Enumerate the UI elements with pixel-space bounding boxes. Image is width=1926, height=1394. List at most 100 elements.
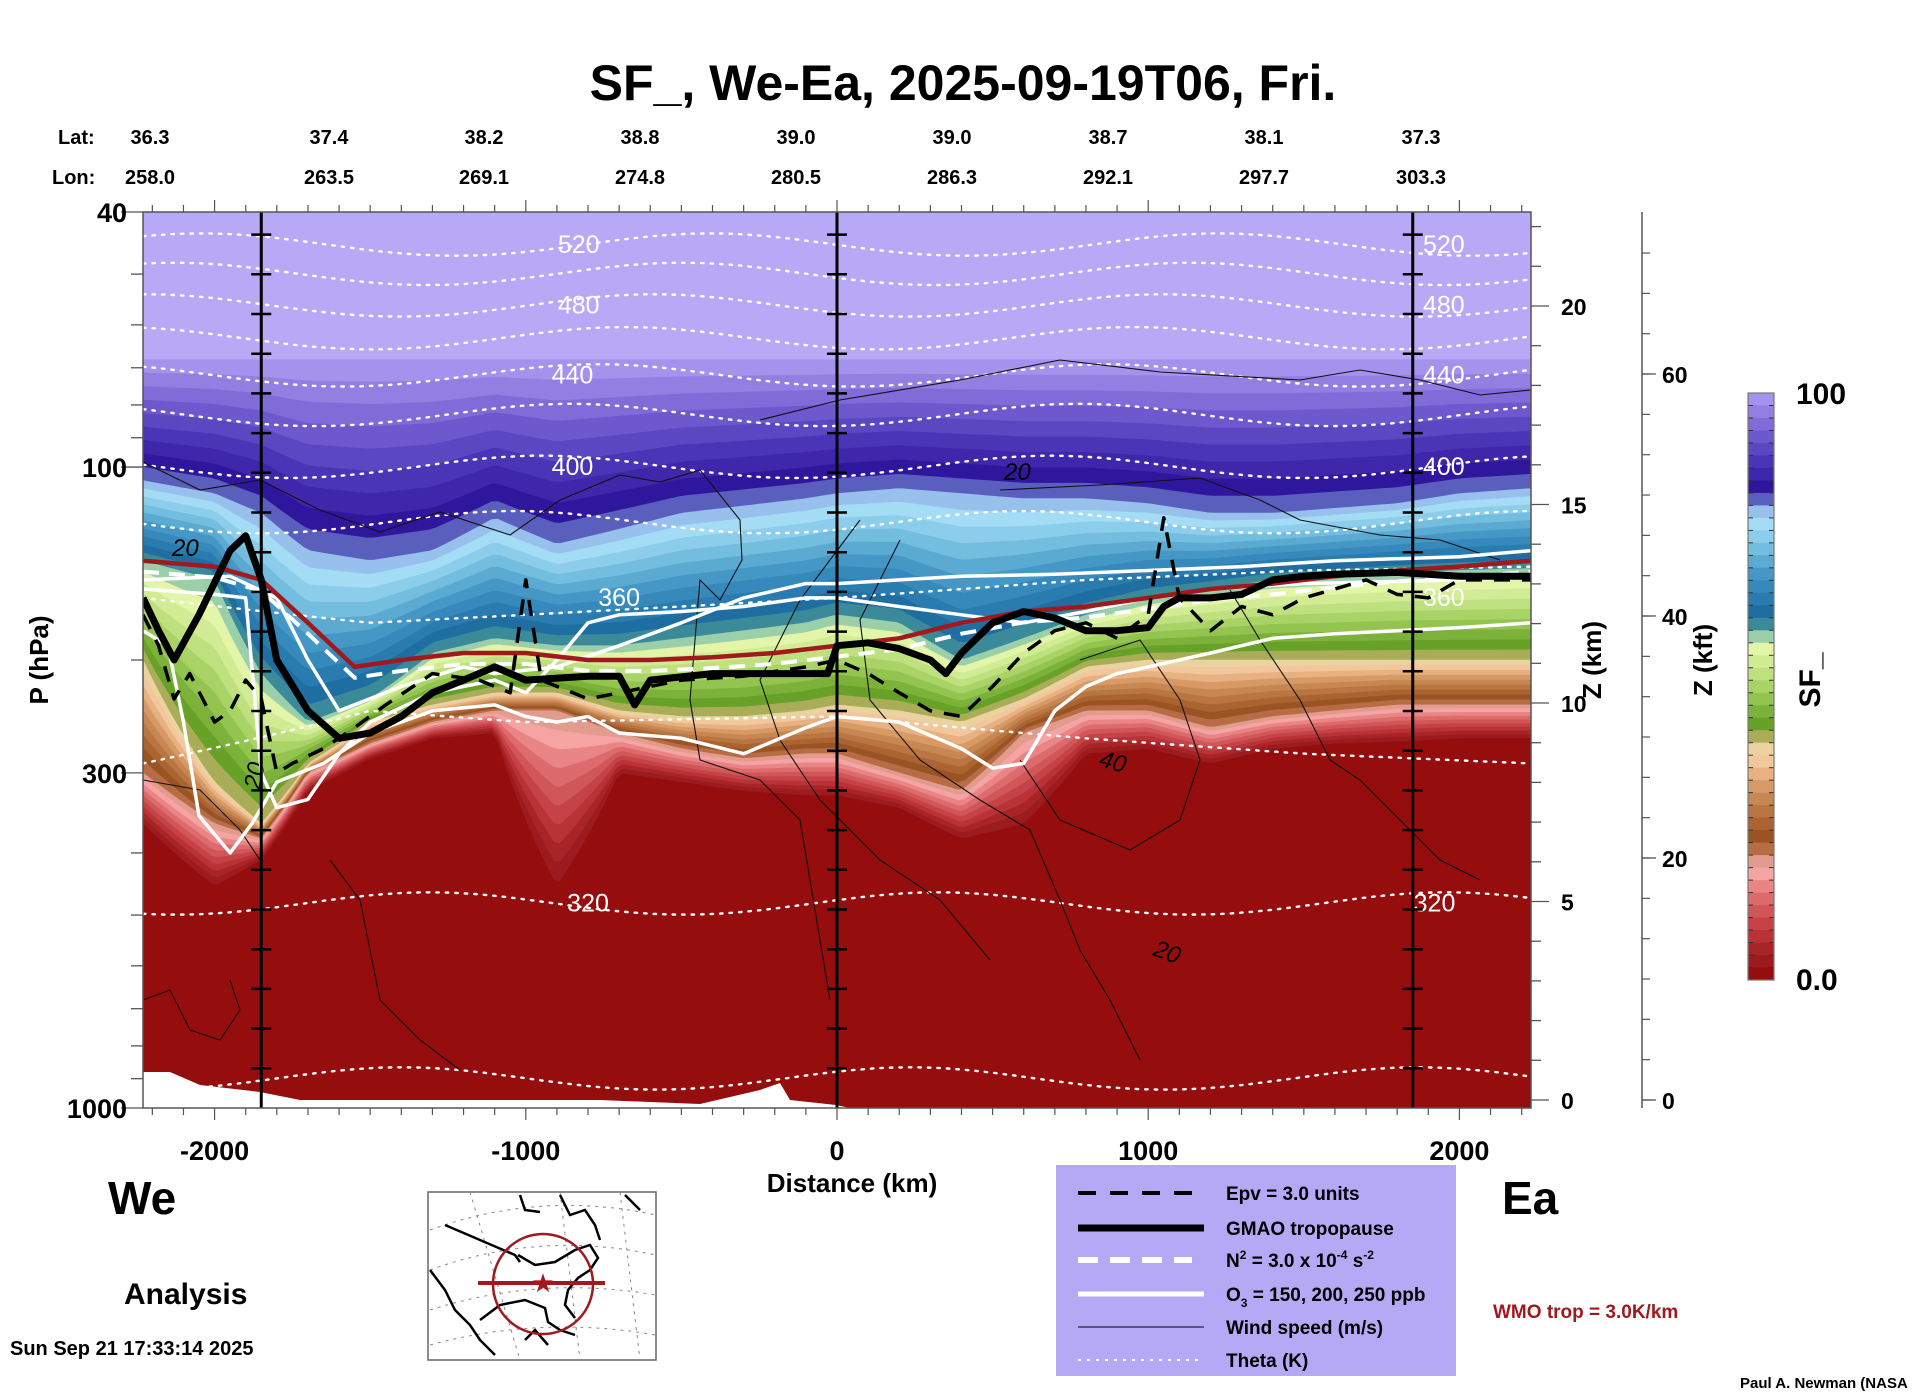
theta-label: 520 [1423, 231, 1465, 259]
colorbar-swatch [1748, 867, 1774, 881]
colorbar-min-label: 0.0 [1796, 964, 1838, 997]
theta-label: 440 [1423, 362, 1465, 390]
east-label: Ea [1502, 1172, 1559, 1224]
n2-contour [143, 569, 1531, 680]
z-km-tick-label: 5 [1561, 890, 1574, 916]
lon-value: 303.3 [1396, 167, 1446, 189]
wind-speed-label: 20 [239, 759, 271, 792]
lat-value: 39.0 [777, 127, 816, 149]
lon-label: Lon: [52, 167, 95, 189]
lon-value: 292.1 [1083, 167, 1133, 189]
wind-speed-label: 20 [171, 535, 199, 562]
theta-line-340 [143, 709, 1531, 765]
colorbar-swatch [1748, 755, 1774, 769]
y-tick-label: 1000 [67, 1094, 127, 1124]
colorbar-swatch [1748, 555, 1774, 569]
colorbar-swatch [1748, 517, 1774, 531]
wind-contour [143, 461, 831, 1001]
colorbar-swatch [1748, 730, 1774, 744]
z-km-axis-label: Z (km) [1577, 621, 1607, 699]
wind-speed-label: 20 [1003, 459, 1031, 486]
z-kft-axis-label: Z (kft) [1688, 624, 1718, 696]
wind-contour [329, 859, 461, 1071]
colorbar-swatch [1748, 967, 1774, 981]
x-tick-label: -1000 [491, 1136, 560, 1166]
lon-value: 269.1 [459, 167, 509, 189]
theta-line-300 [143, 1066, 1531, 1091]
legend-label-theta: Theta (K) [1226, 1351, 1308, 1372]
credit: Paul A. Newman (NASA [1740, 1375, 1908, 1392]
y-axis-label: P (hPa) [24, 615, 54, 704]
legend-box [1056, 1165, 1456, 1376]
colorbar-swatch [1748, 567, 1774, 581]
theta-line-420 [143, 402, 1531, 428]
colorbar-swatch [1748, 830, 1774, 844]
lon-value: 297.7 [1239, 167, 1289, 189]
theta-label: 400 [552, 453, 594, 481]
y-tick-label: 100 [82, 453, 127, 483]
lon-value: 274.8 [615, 167, 665, 189]
lat-lon-header: Lat: Lon: [52, 127, 95, 189]
legend-label-epv: Epv = 3.0 units [1226, 1184, 1360, 1205]
colorbar-swatch [1748, 405, 1774, 419]
west-label: We [108, 1172, 176, 1224]
colorbar-swatch [1748, 905, 1774, 919]
theta-line-460 [143, 325, 1531, 351]
locator-map-frame [427, 1191, 657, 1361]
z-kft-tick-label: 0 [1662, 1088, 1675, 1114]
gmao-tropopause [143, 532, 1531, 742]
colorbar-swatch [1748, 530, 1774, 544]
colorbar-swatch [1748, 955, 1774, 969]
lon-value: 280.5 [771, 167, 821, 189]
legend-label-o3: O3 = 150, 200, 250 ppb [1226, 1285, 1425, 1310]
colorbar-swatch [1748, 467, 1774, 481]
colorbar-swatch [1748, 805, 1774, 819]
colorbar-swatch [1748, 792, 1774, 806]
theta-label: 520 [558, 231, 600, 259]
colorbar-swatch [1748, 842, 1774, 856]
legend-label-n2: N2 = 3.0 x 10-4 s-2 [1226, 1248, 1374, 1272]
colorbar-swatch [1748, 742, 1774, 756]
z-km-tick-label: 15 [1561, 493, 1587, 519]
legend-label-gmao: GMAO tropopause [1226, 1219, 1394, 1240]
colorbar-swatch [1748, 880, 1774, 894]
y-tick-label: 300 [82, 759, 127, 789]
theta-line-320 [143, 891, 1531, 916]
theta-label: 320 [1414, 890, 1456, 918]
lat-value: 37.4 [310, 127, 350, 149]
lat-value: 38.7 [1089, 127, 1128, 149]
theta-label: 360 [598, 584, 640, 612]
colorbar-swatch [1748, 617, 1774, 631]
colorbar-max-label: 100 [1796, 378, 1846, 411]
surface-topography [143, 1072, 850, 1108]
lon-value: 286.3 [927, 167, 977, 189]
colorbar-swatch [1748, 492, 1774, 506]
colorbar-swatch [1748, 705, 1774, 719]
legend: Epv = 3.0 units GMAO tropopause N2 = 3.0… [1056, 1165, 1456, 1376]
colorbar-swatch [1748, 642, 1774, 656]
z-kft-tick-label: 60 [1662, 362, 1688, 388]
z-km-tick-label: 10 [1561, 691, 1587, 717]
lat-label: Lat: [58, 127, 95, 149]
colorbar-label: SF_ [1794, 652, 1827, 707]
colorbar-swatch [1748, 605, 1774, 619]
locator-map: ★ [427, 1191, 657, 1361]
epv-contour [143, 516, 1531, 775]
colorbar-frame [1747, 392, 1775, 981]
x-tick-label: -2000 [180, 1136, 249, 1166]
lat-value: 38.8 [621, 127, 660, 149]
colorbar-swatch [1748, 930, 1774, 944]
theta-label: 320 [567, 890, 609, 918]
colorbar-swatch [1748, 442, 1774, 456]
theta-line-480 [143, 293, 1531, 318]
colorbar-swatch [1748, 817, 1774, 831]
colorbar-swatch [1748, 855, 1774, 869]
lat-value: 39.0 [933, 127, 972, 149]
colorbar-swatch [1748, 892, 1774, 906]
theta-label: 480 [1423, 292, 1465, 320]
theta-label: 440 [552, 362, 594, 390]
colorbar-swatch [1748, 505, 1774, 519]
wind-contour [999, 477, 1501, 561]
